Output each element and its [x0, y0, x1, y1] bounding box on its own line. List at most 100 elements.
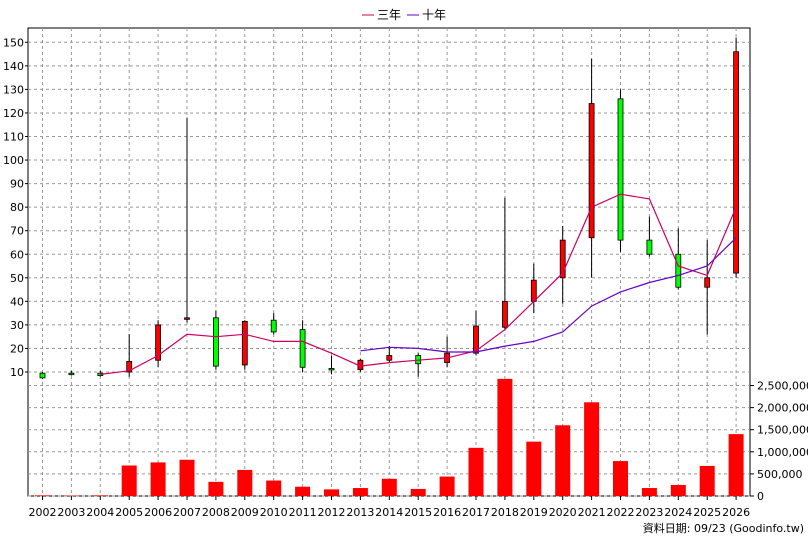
volume-tick-label: 0	[757, 490, 764, 503]
x-tick-label: 2022	[607, 506, 635, 519]
volume-tick-label: 500,000	[757, 468, 803, 481]
candle-body	[588, 103, 595, 239]
candle	[155, 320, 162, 368]
volume-bar	[728, 434, 744, 496]
candle	[675, 228, 682, 290]
candle	[126, 334, 133, 377]
candle-body	[617, 98, 624, 241]
volume-bar	[35, 495, 50, 496]
price-tick-label: 110	[3, 131, 24, 144]
price-tick-label: 80	[10, 201, 24, 214]
candle	[328, 355, 335, 375]
volume-bar	[439, 476, 455, 496]
candle	[299, 320, 306, 372]
x-tick-label: 2008	[202, 506, 230, 519]
volume-bar	[468, 447, 484, 496]
volume-tick-label: 1,000,000	[757, 446, 808, 459]
x-tick-label: 2014	[375, 506, 403, 519]
moving-average-lines	[100, 193, 737, 375]
candle-body	[299, 329, 306, 368]
candle	[241, 320, 248, 370]
grid	[28, 28, 750, 497]
price-axis: 10 20 30 40 50 60 70 80 90 100 110 120 130 140 150	[3, 36, 28, 379]
candle-body	[126, 361, 133, 373]
candle	[733, 37, 739, 278]
candle	[588, 58, 595, 278]
volume-bar	[324, 489, 339, 496]
candle-body	[704, 277, 711, 288]
volume-bar	[150, 462, 166, 496]
volume-bar	[410, 488, 426, 496]
price-tick-label: 120	[3, 107, 24, 120]
candle	[501, 197, 508, 330]
price-tick-label: 40	[10, 295, 24, 308]
candle	[68, 370, 75, 376]
volume-bars	[35, 378, 744, 497]
price-tick-label: 140	[3, 60, 24, 73]
volume-bar	[92, 495, 108, 496]
x-tick-label: 2002	[29, 506, 57, 519]
volume-tick-label: 1,500,000	[757, 424, 808, 437]
x-tick-label: 2015	[404, 506, 432, 519]
volume-bar	[381, 478, 397, 496]
candle	[415, 353, 422, 377]
x-tick-label: 2007	[173, 506, 201, 519]
price-tick-label: 30	[10, 319, 24, 332]
legend: 三年 十年	[362, 8, 446, 22]
x-tick-label: 2019	[520, 506, 548, 519]
legend-label-3y: 三年	[377, 8, 401, 22]
candle	[559, 225, 566, 304]
volume-bar	[699, 465, 715, 496]
volume-bar	[555, 425, 571, 496]
footer-note: 資料日期: 09/23 (Goodinfo.tw)	[643, 521, 804, 535]
candle-body	[646, 239, 653, 255]
x-tick-label: 2023	[635, 506, 663, 519]
candle-body	[155, 324, 162, 361]
x-tick-label: 2020	[549, 506, 577, 519]
price-tick-label: 90	[10, 178, 24, 191]
volume-bar	[295, 486, 311, 496]
candle-body	[559, 239, 566, 279]
candle-body	[68, 372, 75, 376]
price-tick-label: 10	[10, 366, 24, 379]
volume-bar	[584, 402, 600, 496]
volume-bar	[613, 461, 628, 496]
line-3y	[100, 193, 737, 375]
candle-body	[328, 368, 335, 371]
x-tick-label: 2006	[144, 506, 172, 519]
legend-label-10y: 十年	[422, 8, 446, 22]
volume-bar	[208, 481, 224, 496]
candle	[386, 346, 393, 363]
price-tick-label: 150	[3, 36, 24, 49]
volume-tick-label: 2,000,000	[757, 402, 808, 415]
price-tick-label: 100	[3, 154, 24, 167]
x-tick-label: 2012	[318, 506, 346, 519]
candle-body	[184, 317, 190, 320]
x-tick-label: 2024	[664, 506, 692, 519]
x-tick-label: 2025	[693, 506, 721, 519]
candle-body	[241, 320, 248, 366]
candle	[646, 216, 653, 257]
volume-bar	[266, 480, 282, 496]
candle-body	[733, 51, 739, 274]
x-tick-label: 2009	[231, 506, 259, 519]
volume-tick-label: 2,500,000	[757, 380, 808, 393]
candle-body	[39, 372, 46, 379]
candle	[270, 313, 277, 335]
volume-bar	[121, 465, 137, 496]
price-tick-label: 60	[10, 248, 24, 261]
price-tick-label: 70	[10, 225, 24, 238]
x-tick-label: 2005	[115, 506, 143, 519]
candle	[704, 240, 711, 335]
candle	[617, 89, 624, 252]
x-tick-label: 2026	[722, 506, 750, 519]
x-tick-label: 2013	[346, 506, 374, 519]
price-tick-label: 50	[10, 272, 24, 285]
volume-bar	[670, 484, 686, 496]
x-tick-label: 2018	[491, 506, 519, 519]
volume-bar	[497, 378, 513, 496]
x-tick-label: 2004	[86, 506, 114, 519]
candles	[39, 37, 739, 380]
volume-bar	[526, 441, 542, 496]
x-tick-label: 2003	[57, 506, 85, 519]
